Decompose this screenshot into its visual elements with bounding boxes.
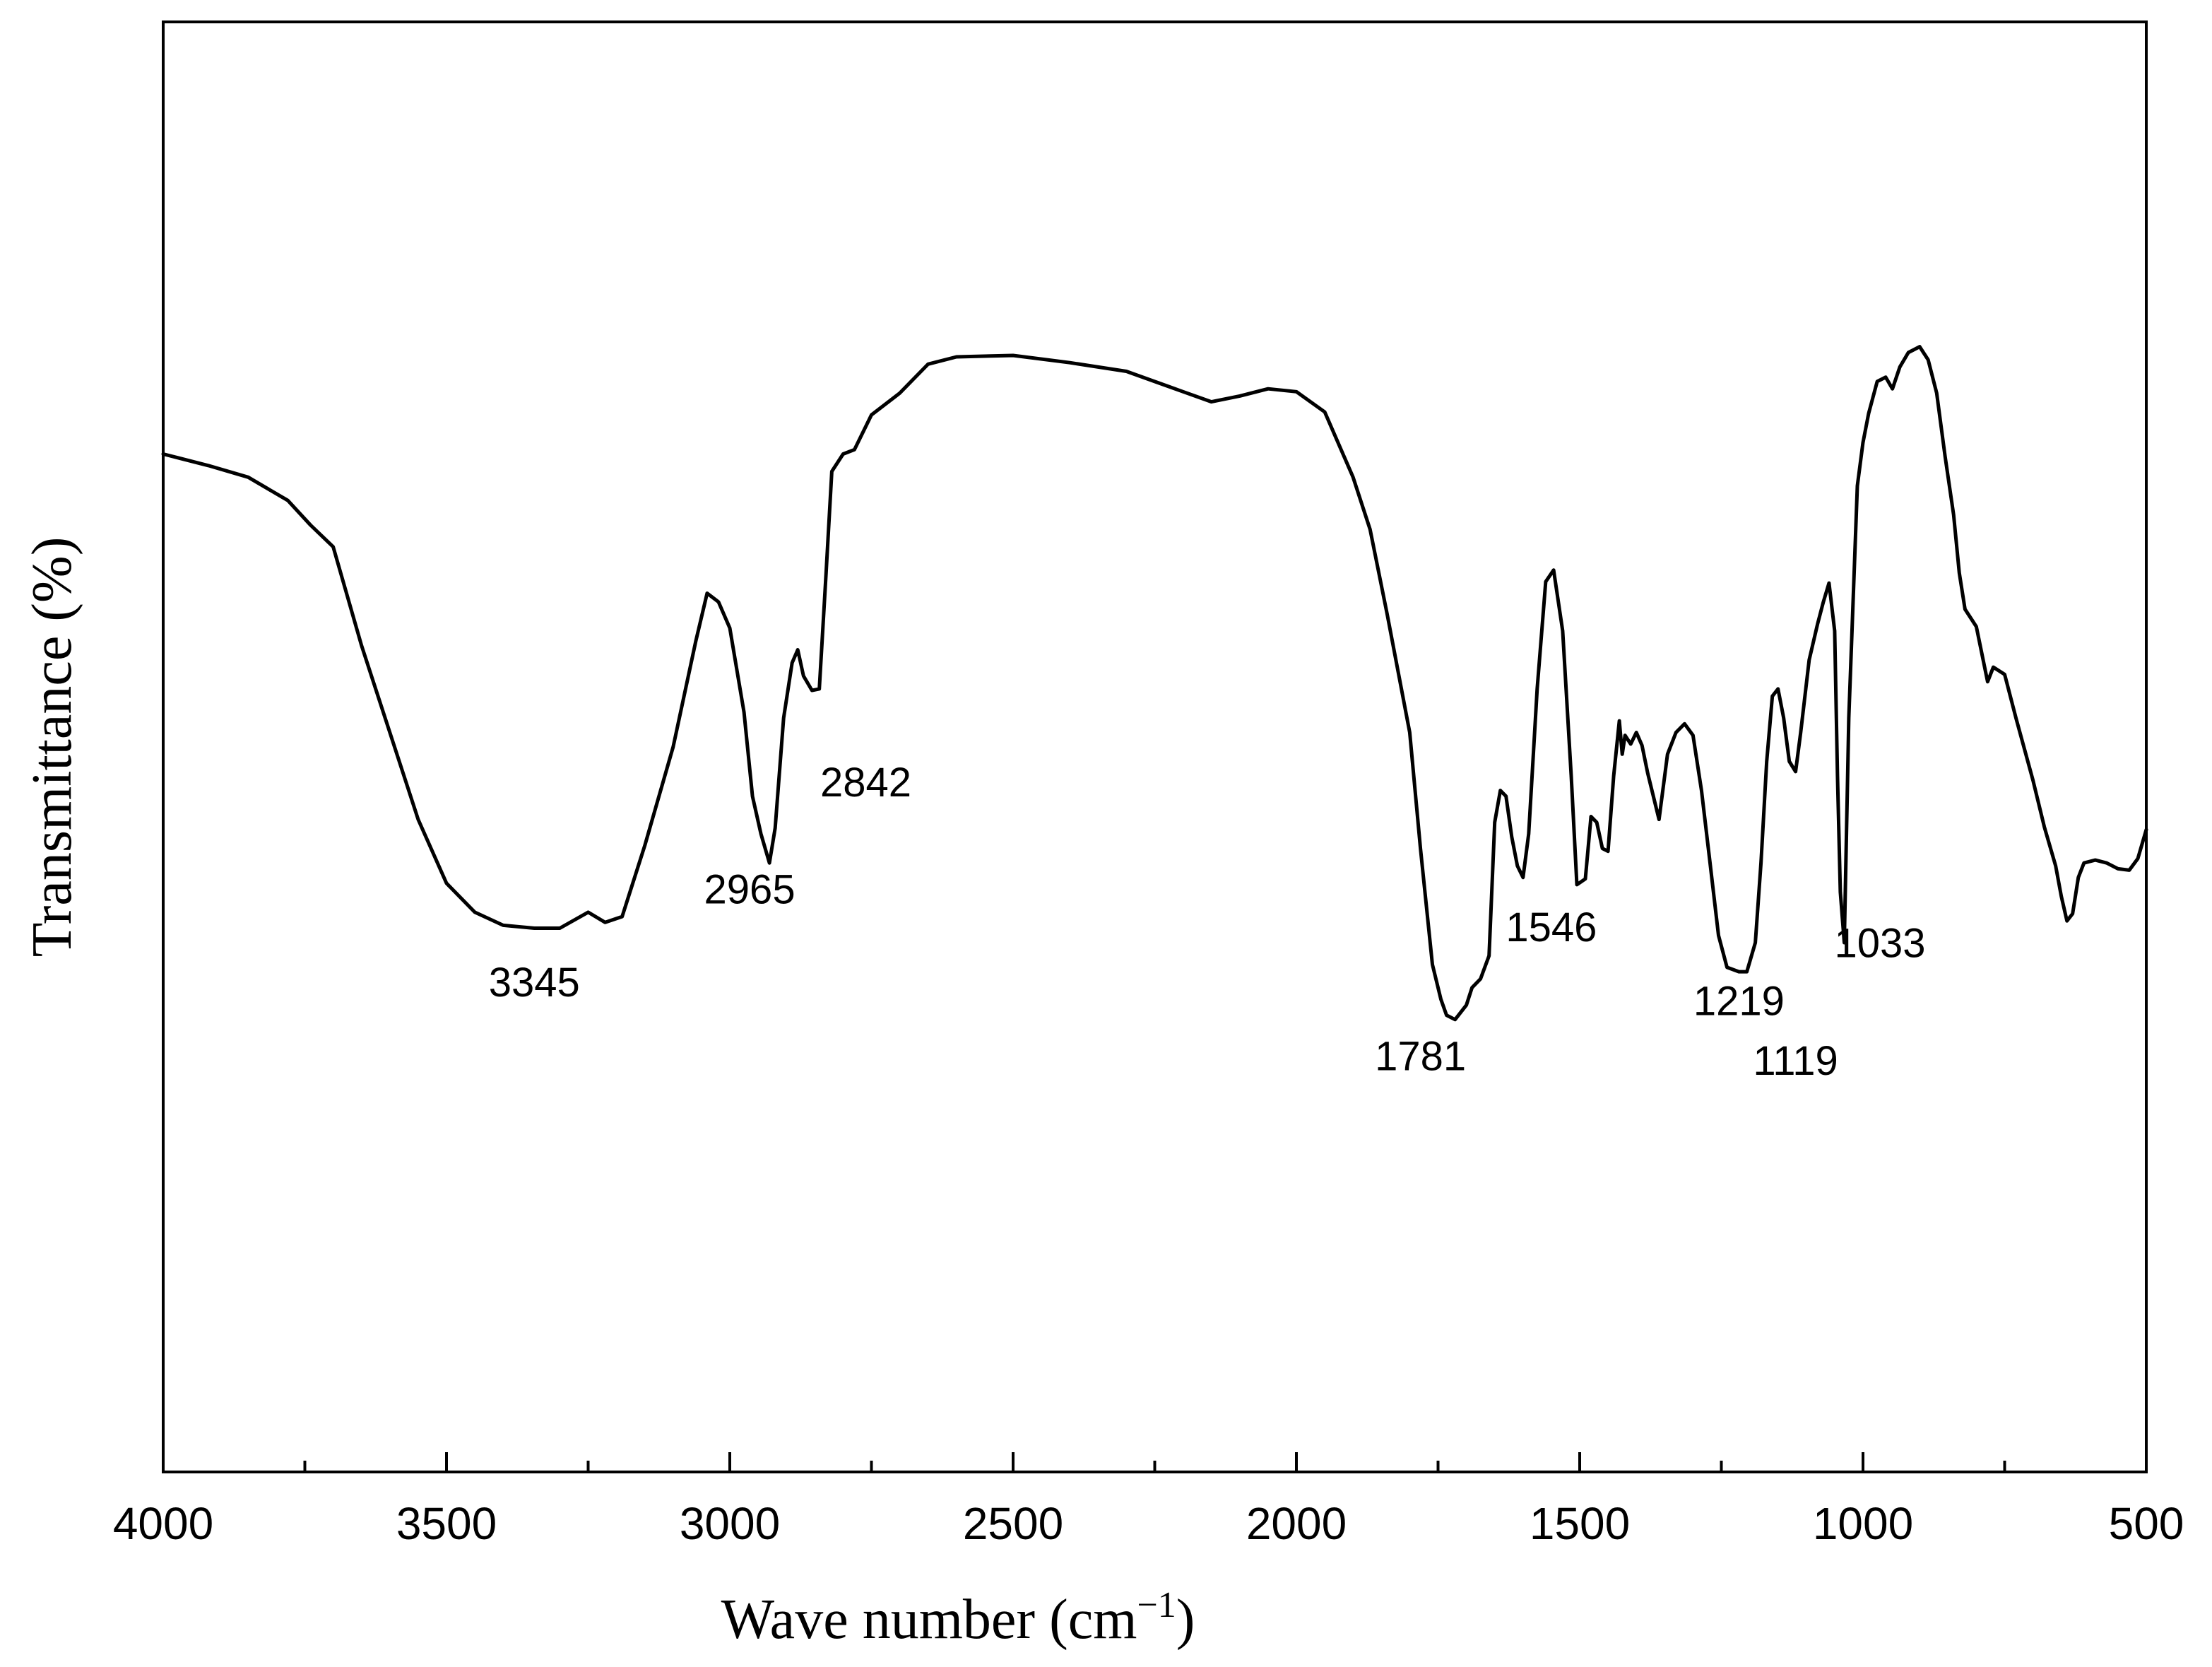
x-tick-label: 2000 <box>1246 1498 1347 1549</box>
peak-label: 1033 <box>1835 921 1926 967</box>
x-tick-label: 3500 <box>396 1498 497 1549</box>
peak-label: 2965 <box>704 867 796 913</box>
x-tick-label: 1500 <box>1530 1498 1630 1549</box>
x-tick-label: 1000 <box>1813 1498 1913 1549</box>
x-axis-title-close: ) <box>1176 1589 1195 1651</box>
x-tick-label: 4000 <box>113 1498 213 1549</box>
y-axis-title: Transmittance (%) <box>21 537 83 958</box>
peak-label: 1781 <box>1375 1034 1466 1080</box>
peak-label: 1119 <box>1753 1038 1838 1084</box>
x-tick-label: 3000 <box>680 1498 780 1549</box>
x-axis-ticks <box>162 1452 2148 1472</box>
spectrum-line <box>161 345 2148 1022</box>
peak-label: 3345 <box>489 960 580 1006</box>
x-tick-label: 500 <box>2109 1498 2184 1549</box>
x-axis-tick-labels: 4000 3500 3000 2500 2000 1500 1000 500 <box>113 1498 2184 1549</box>
x-tick-label: 2500 <box>963 1498 1063 1549</box>
x-axis-title-main: Wave number (cm <box>721 1589 1137 1651</box>
x-axis-title: Wave number (cm−1) <box>721 1585 1195 1651</box>
peak-label: 1219 <box>1693 979 1785 1025</box>
x-axis-title-superscript: −1 <box>1137 1585 1176 1625</box>
peak-label: 2842 <box>820 760 911 806</box>
peak-label: 1546 <box>1506 905 1597 950</box>
peak-annotations: 3345 2965 2842 1781 1546 1219 1119 1033 <box>489 760 1926 1084</box>
